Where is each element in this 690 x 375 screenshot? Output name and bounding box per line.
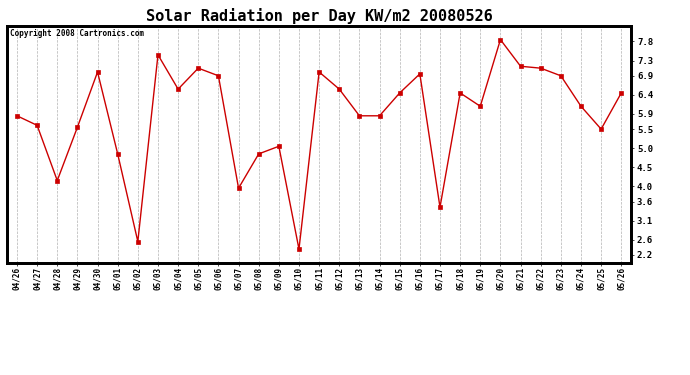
Text: Copyright 2008 Cartronics.com: Copyright 2008 Cartronics.com	[10, 28, 144, 38]
Title: Solar Radiation per Day KW/m2 20080526: Solar Radiation per Day KW/m2 20080526	[146, 8, 493, 24]
